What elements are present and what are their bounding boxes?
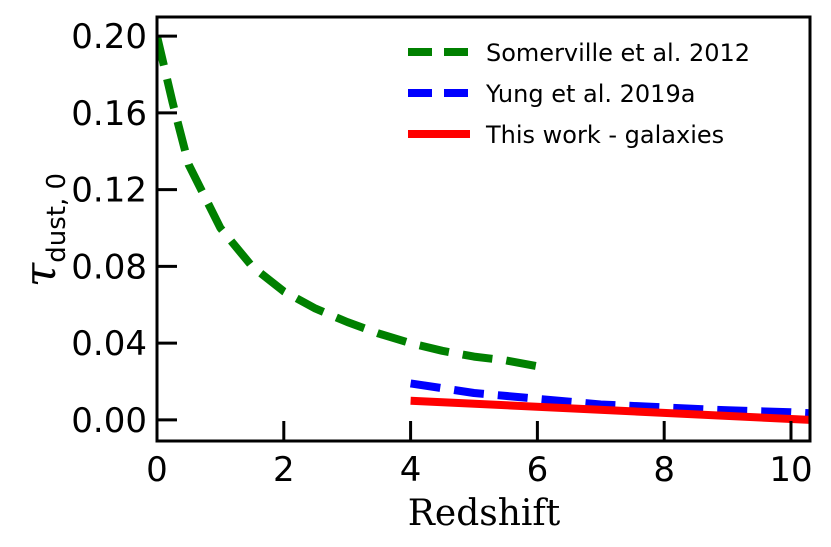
y-axis-label: τdust, 0: [15, 173, 72, 287]
x-tick-label-1: 2: [273, 450, 295, 490]
y-tick-label-0: 0.00: [71, 401, 147, 441]
legend-label-0: Somerville et al. 2012: [486, 39, 750, 67]
y-axis-label-main: τ: [15, 262, 66, 287]
series-layer: [157, 35, 810, 424]
svg-text:τdust, 0: τdust, 0: [15, 173, 72, 287]
series-line-0: [157, 35, 539, 371]
x-tick-label-5: 10: [769, 450, 812, 490]
y-tick-label-5: 0.20: [71, 17, 147, 57]
x-tick-label-3: 6: [527, 450, 549, 490]
series-line-2: [410, 396, 810, 424]
y-tick-label-2: 0.08: [71, 247, 147, 287]
ticks-layer: 0 2 4 6 8 10 0.00 0.04 0.08 0.12 0.16 0.20: [71, 17, 812, 490]
legend-label-2: This work - galaxies: [485, 121, 724, 149]
y-tick-label-4: 0.16: [71, 94, 147, 134]
y-axis-label-sub: dust, 0: [42, 173, 72, 263]
x-tick-label-2: 4: [400, 450, 422, 490]
legend-label-1: Yung et al. 2019a: [485, 80, 695, 108]
legend: Somerville et al. 2012 Yung et al. 2019a T…: [408, 39, 750, 149]
y-tick-label-1: 0.04: [71, 324, 147, 364]
plot-frame: [155, 15, 812, 443]
x-axis-label: Redshift: [408, 493, 561, 534]
x-tick-label-4: 8: [653, 450, 675, 490]
series-line-1: [410, 379, 810, 418]
y-tick-label-3: 0.12: [71, 171, 147, 211]
x-tick-label-0: 0: [146, 450, 168, 490]
